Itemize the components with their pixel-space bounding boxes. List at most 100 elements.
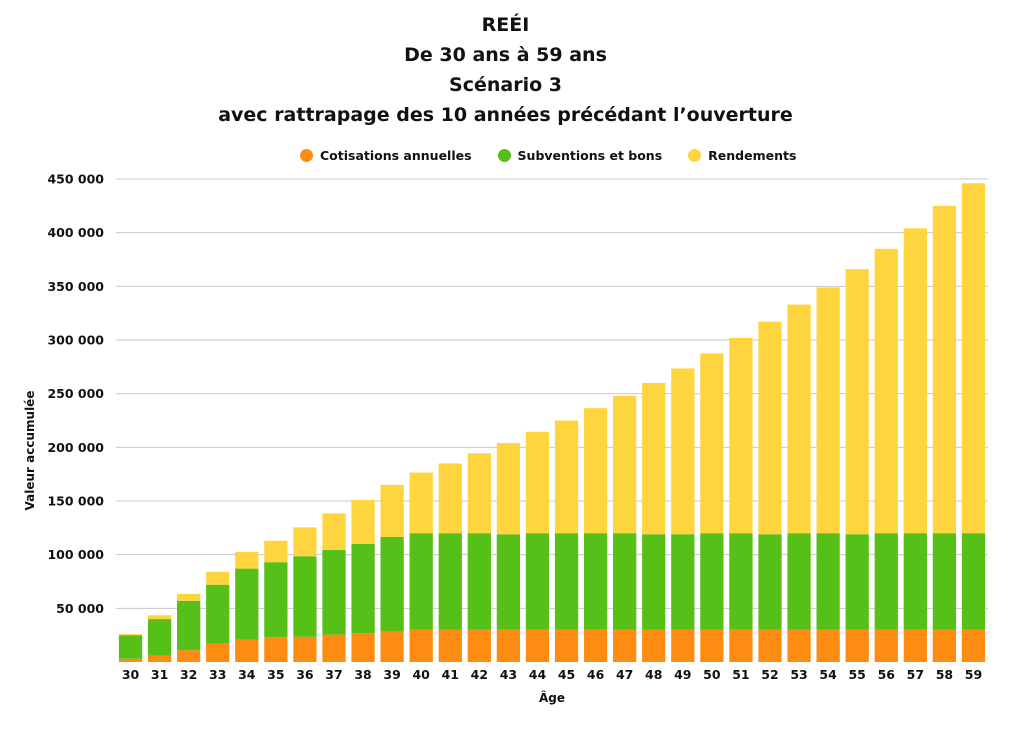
x-tick-label: 56 [878, 667, 896, 682]
title-line-2: De 30 ans à 59 ans [404, 44, 607, 66]
bar-segment-rendements [438, 463, 462, 534]
y-tick-label: 200 000 [47, 440, 104, 455]
bar-segment-cotisations [264, 637, 288, 662]
x-tick-label: 30 [122, 667, 140, 682]
bar-segment-rendements [409, 472, 433, 534]
bar-segment-subventions [613, 533, 637, 630]
legend-swatch-rendements [688, 148, 702, 162]
bar-segment-rendements [583, 408, 608, 534]
bar-segment-cotisations [467, 629, 491, 662]
bar-segment-cotisations [700, 629, 724, 662]
legend-label-rendements: Rendements [708, 147, 797, 163]
bar-segment-subventions [700, 533, 724, 630]
x-tick-label: 45 [558, 667, 575, 682]
bar-segment-rendements [671, 368, 695, 535]
bar-segment-rendements [903, 228, 927, 534]
x-tick-label: 41 [442, 667, 459, 682]
x-tick-label: 48 [645, 667, 662, 682]
bar-segment-rendements [932, 205, 957, 534]
bar-segment-subventions [961, 533, 986, 630]
x-tick-label: 37 [325, 667, 342, 682]
x-tick-label: 44 [529, 667, 547, 682]
bar-segment-rendements [758, 321, 782, 535]
y-tick-label: 300 000 [47, 333, 104, 348]
title-line-1: REÉI [481, 14, 530, 36]
bar-segment-cotisations [729, 629, 753, 662]
legend-label-cotisations: Cotisations annuelles [320, 147, 472, 163]
y-axis-title: Valeur accumulée [23, 391, 37, 511]
bar-segment-cotisations [380, 631, 404, 662]
y-tick-label: 250 000 [47, 386, 104, 401]
bar-segment-subventions [787, 533, 811, 630]
bar-segment-subventions [293, 556, 317, 637]
x-tick-label: 52 [761, 667, 778, 682]
x-tick-label: 32 [180, 667, 197, 682]
bar-segment-rendements [496, 443, 521, 535]
bar-segment-cotisations [554, 629, 579, 662]
bar-segment-cotisations [758, 629, 782, 662]
bar-segment-subventions [903, 533, 927, 630]
x-tick-label: 51 [732, 667, 749, 682]
bar-segment-subventions [758, 534, 782, 630]
bar-segment-rendements [845, 269, 869, 535]
x-axis-title: Âge [539, 690, 565, 705]
bar-segment-subventions [496, 534, 521, 630]
bar-segment-subventions [845, 534, 869, 630]
bar-segment-subventions [671, 534, 695, 630]
x-tick-label: 53 [790, 667, 807, 682]
x-tick-label: 36 [296, 667, 314, 682]
bar-segment-subventions [583, 533, 608, 630]
x-tick-label: 46 [587, 667, 605, 682]
x-tick-label: 33 [209, 667, 226, 682]
bar-segment-rendements [729, 337, 753, 534]
x-tick-label: 35 [267, 667, 284, 682]
bar-segment-rendements [642, 382, 666, 535]
bar-segment-rendements [235, 551, 259, 569]
x-tick-label: 38 [354, 667, 371, 682]
x-tick-label: 50 [703, 667, 721, 682]
x-tick-label: 57 [907, 667, 924, 682]
bar-segment-subventions [438, 533, 462, 630]
legend-swatch-subventions [497, 148, 511, 162]
bar-segment-rendements [380, 484, 404, 537]
x-tick-label: 34 [238, 667, 256, 682]
bar-segment-cotisations [787, 629, 811, 662]
x-tick-label: 39 [383, 667, 400, 682]
bar-segment-subventions [206, 584, 230, 644]
bar-segment-rendements [613, 395, 637, 534]
bar-segment-cotisations [351, 633, 375, 662]
legend-swatch-cotisations [300, 148, 313, 162]
bar-segment-cotisations [845, 629, 869, 662]
x-tick-label: 55 [848, 667, 865, 682]
x-tick-label: 47 [616, 667, 633, 682]
bar-segment-subventions [932, 533, 957, 630]
y-tick-label: 400 000 [47, 225, 104, 240]
bar-segment-rendements [147, 615, 172, 620]
x-tick-label: 49 [674, 667, 691, 682]
y-tick-label: 350 000 [47, 279, 104, 294]
bar-segment-subventions [322, 549, 346, 635]
bar-segment-rendements [874, 248, 898, 534]
bar-segment-cotisations [583, 629, 608, 662]
bar-segment-cotisations [903, 629, 927, 662]
bar-segment-cotisations [613, 629, 637, 662]
bar-segment-cotisations [147, 655, 172, 662]
title-line-4: avec rattrapage des 10 années précédant … [218, 104, 793, 126]
bar-segment-subventions [264, 562, 288, 638]
bar-segment-cotisations [409, 629, 433, 662]
bar-segment-cotisations [235, 639, 259, 662]
bar-segment-subventions [816, 533, 840, 630]
legend-label-subventions: Subventions et bons [517, 147, 663, 163]
x-tick-label: 59 [965, 667, 982, 682]
bar-segment-rendements [351, 499, 375, 544]
bar-segment-rendements [467, 453, 491, 534]
x-tick-label: 58 [936, 667, 953, 682]
bar-segment-rendements [554, 420, 579, 534]
x-tick-label: 43 [500, 667, 517, 682]
y-tick-label: 50 000 [56, 601, 104, 616]
bar-segment-cotisations [496, 629, 521, 662]
bar-segment-rendements [787, 304, 811, 534]
bar-segment-subventions [642, 534, 666, 630]
y-tick-label: 100 000 [47, 547, 104, 562]
bar-segment-rendements [322, 513, 346, 550]
